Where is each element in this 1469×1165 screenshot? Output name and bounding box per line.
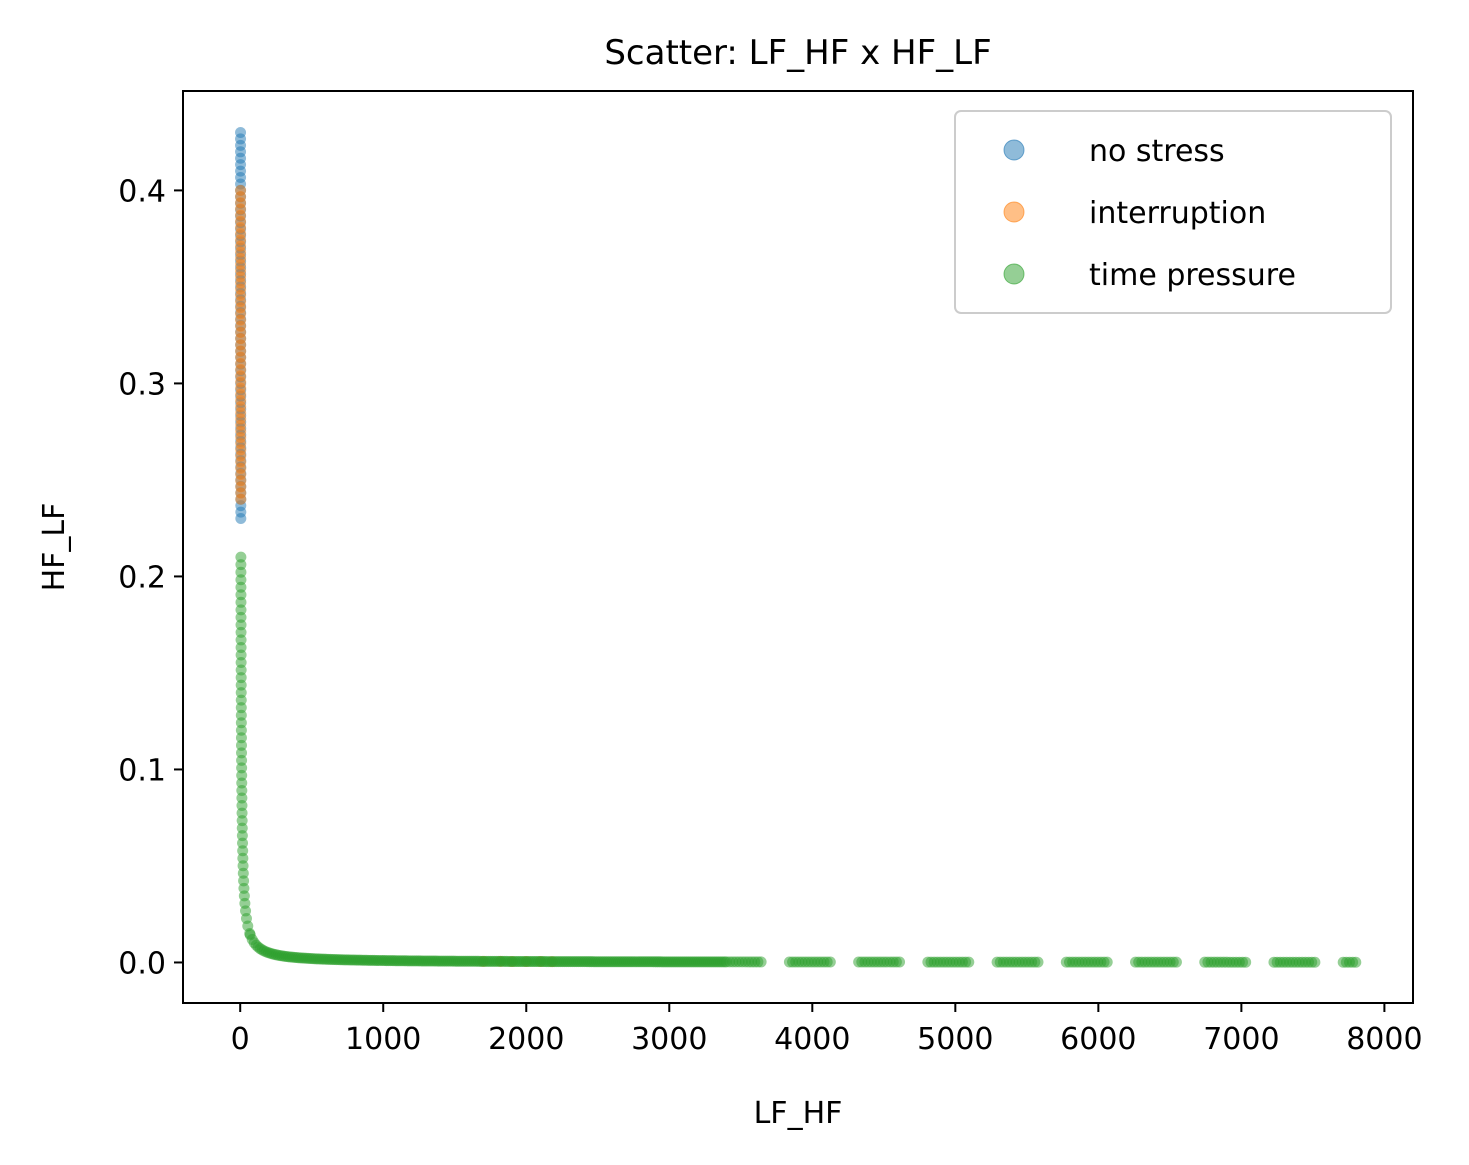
data-point-time-pressure — [235, 626, 247, 638]
chart-title: Scatter: LF_HF x HF_LF — [604, 33, 991, 73]
x-tick-label: 7000 — [1203, 1022, 1279, 1057]
data-point-interruption — [235, 184, 247, 196]
legend-label: interruption — [1089, 196, 1266, 231]
points-layer — [235, 126, 1362, 968]
plot-frame — [182, 90, 1414, 1004]
y-tick-label: 0.2 — [118, 560, 166, 595]
y-tick-label: 0.3 — [118, 367, 166, 402]
x-tick-label: 1000 — [345, 1022, 421, 1057]
data-point-time-pressure — [235, 551, 247, 563]
data-point-time-pressure — [1350, 956, 1362, 968]
plot-area — [182, 90, 1414, 1004]
data-point-time-pressure — [235, 649, 247, 661]
data-point-time-pressure — [235, 672, 247, 684]
data-point-time-pressure — [235, 619, 247, 631]
legend-marker — [1003, 139, 1025, 161]
data-point-time-pressure — [1101, 956, 1113, 968]
data-point-time-pressure — [235, 634, 247, 646]
data-point-time-pressure — [235, 641, 247, 653]
legend-label: time pressure — [1089, 258, 1296, 293]
x-tick-label: 2000 — [488, 1022, 564, 1057]
legend-box — [954, 110, 1392, 314]
data-point-time-pressure — [824, 956, 836, 968]
x-tick-label: 5000 — [917, 1022, 993, 1057]
legend: no stress interruption time pressure — [954, 110, 1392, 314]
data-point-time-pressure — [235, 604, 247, 616]
y-tick-label: 0.4 — [118, 174, 166, 209]
y-axis: 0.0 0.1 0.2 0.3 0.4 — [118, 174, 183, 981]
data-point-time-pressure — [1240, 956, 1252, 968]
x-tick-label: 3000 — [631, 1022, 707, 1057]
data-point-time-pressure — [235, 581, 247, 593]
x-axis: 0 1000 2000 3000 4000 5000 6000 7000 8000 — [231, 1003, 1423, 1057]
legend-marker — [1003, 263, 1025, 285]
x-tick-label: 0 — [231, 1022, 250, 1057]
x-axis-label: LF_HF — [754, 1096, 843, 1131]
data-point-time-pressure — [235, 611, 247, 623]
y-tick-label: 0.1 — [118, 753, 166, 788]
data-point-time-pressure — [755, 956, 767, 968]
data-point-no-stress — [235, 126, 247, 138]
data-point-time-pressure — [1170, 956, 1182, 968]
data-point-time-pressure — [1309, 956, 1321, 968]
data-point-time-pressure — [235, 664, 247, 676]
y-tick-label: 0.0 — [118, 946, 166, 981]
data-point-time-pressure — [235, 596, 247, 608]
x-tick-label: 8000 — [1346, 1022, 1422, 1057]
data-point-time-pressure — [894, 956, 906, 968]
data-point-time-pressure — [1032, 956, 1044, 968]
data-point-time-pressure — [235, 574, 247, 586]
data-point-time-pressure — [963, 956, 975, 968]
legend-marker — [1003, 201, 1025, 223]
data-point-time-pressure — [235, 657, 247, 669]
data-point-time-pressure — [235, 589, 247, 601]
data-point-time-pressure — [235, 559, 247, 571]
legend-items: no stress interruption time pressure — [1003, 134, 1296, 293]
x-tick-label: 4000 — [774, 1022, 850, 1057]
x-tick-label: 6000 — [1060, 1022, 1136, 1057]
legend-label: no stress — [1089, 134, 1225, 169]
data-point-time-pressure — [235, 566, 247, 578]
y-axis-label: HF_LF — [37, 503, 72, 592]
